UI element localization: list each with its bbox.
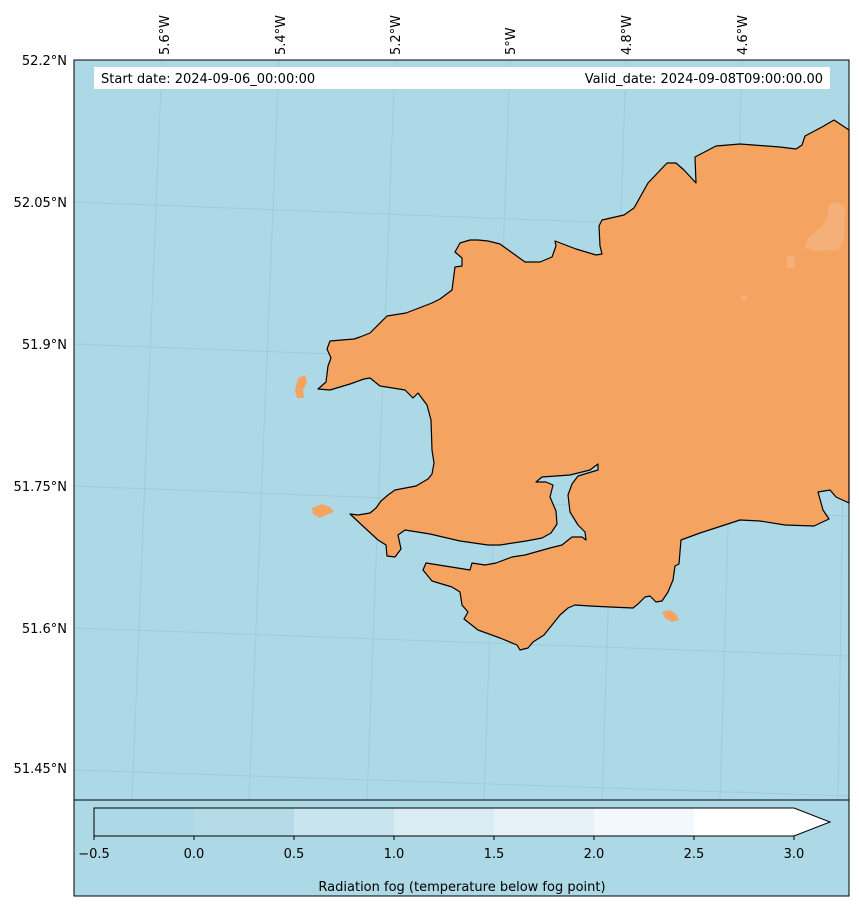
inland-fog-dot — [787, 256, 795, 268]
lat-label: 51.6°N — [22, 622, 67, 637]
colorbar-bin — [94, 808, 195, 836]
colorbar-bin — [294, 808, 395, 836]
colorbar-bin — [194, 808, 295, 836]
colorbar-tick-label: 0.0 — [184, 847, 205, 862]
colorbar-tick-label: 1.0 — [384, 847, 405, 862]
colorbar-tick-label: 2.5 — [684, 847, 705, 862]
lon-label: 4.8°W — [620, 15, 635, 55]
inland-fog-patch — [805, 202, 845, 251]
colorbar-tick-label: 3.0 — [784, 847, 805, 862]
lon-label: 5.6°W — [158, 15, 173, 55]
graticule-lon-line — [131, 59, 163, 801]
island-skomer — [312, 504, 334, 518]
colorbar-bin — [394, 808, 495, 836]
graticule-lat-line — [73, 769, 850, 797]
start-date-label: Start date: 2024-09-06_00:00:00 — [101, 72, 315, 87]
info-banner — [94, 67, 830, 89]
lat-label: 52.05°N — [14, 196, 67, 211]
graticule-lon-line — [366, 59, 396, 801]
colorbar-bin — [594, 808, 695, 836]
colorbar-ticks: −0.5 0.0 0.5 1.0 1.5 2.0 2.5 3.0 — [78, 836, 804, 862]
lon-label: 5°W — [504, 27, 519, 55]
colorbar-extend-arrow — [794, 808, 830, 836]
colorbar-bin — [694, 808, 795, 836]
island-caldey — [662, 610, 679, 622]
mainland-pembrokeshire — [317, 119, 850, 651]
valid-date-label: Valid_date: 2024-09-08T09:00:00.00 — [585, 72, 823, 87]
inland-fog-dot — [741, 296, 747, 301]
colorbar-bins — [93, 807, 832, 837]
colorbar-tick-label: −0.5 — [78, 847, 110, 862]
lon-label: 4.6°W — [736, 15, 751, 55]
colorbar-title: Radiation fog (temperature below fog poi… — [318, 880, 605, 895]
colorbar-bin — [494, 808, 595, 836]
graticule-lat-line — [73, 627, 850, 657]
colorbar-tick-label: 2.0 — [584, 847, 605, 862]
colorbar-tick-label: 0.5 — [284, 847, 305, 862]
island-ramsey — [295, 375, 307, 398]
graticule-lon-line — [248, 59, 280, 801]
lat-label: 52.2°N — [22, 54, 67, 69]
lat-label: 51.75°N — [14, 480, 67, 495]
lon-label: 5.4°W — [274, 15, 289, 55]
colorbar-tick-label: 1.5 — [484, 847, 505, 862]
lat-label: 51.9°N — [22, 338, 67, 353]
lat-label: 51.45°N — [14, 762, 67, 777]
colorbar-outline — [93, 807, 832, 837]
lon-label: 5.2°W — [389, 15, 404, 55]
